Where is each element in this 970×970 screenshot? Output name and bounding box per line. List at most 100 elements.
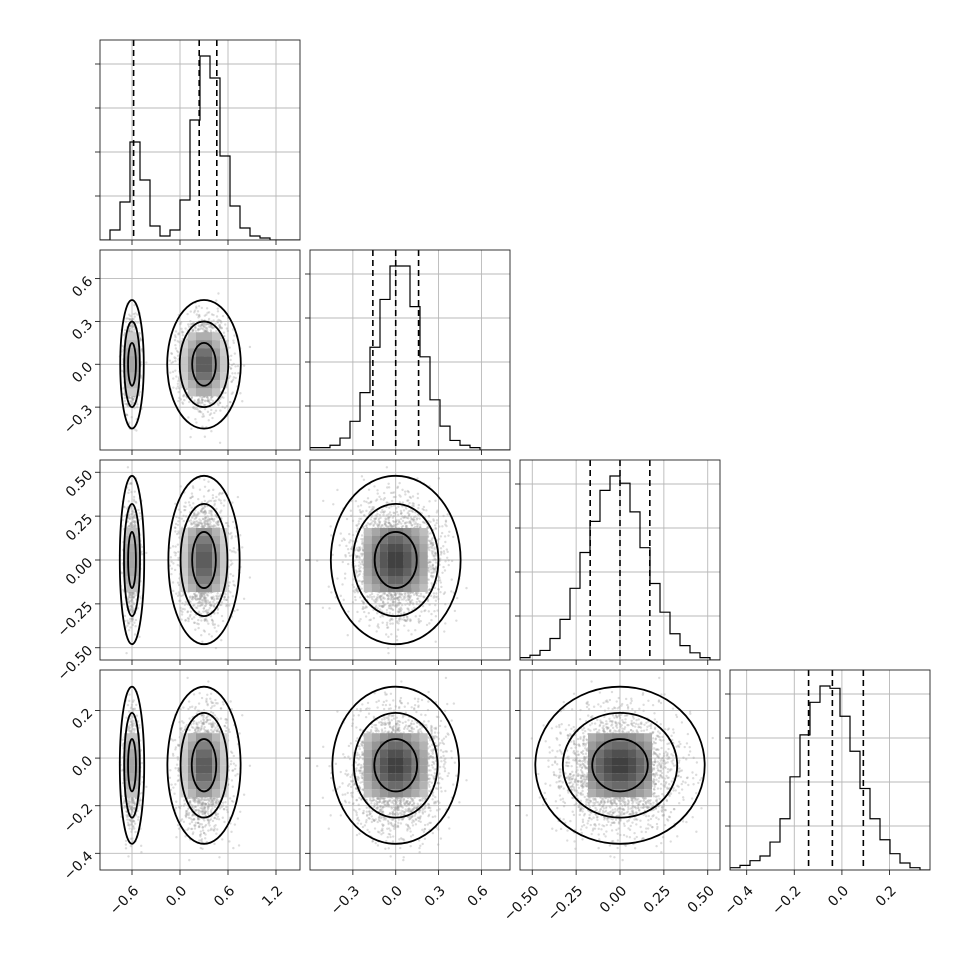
sample-point — [197, 324, 200, 327]
sample-point — [200, 604, 204, 607]
sample-point — [219, 593, 222, 596]
sample-point — [188, 596, 192, 599]
sample-point — [234, 551, 237, 554]
sample-point — [217, 292, 220, 295]
sample-point — [210, 499, 213, 502]
density-cell — [124, 332, 132, 341]
sample-point — [208, 519, 211, 522]
sample-point — [200, 510, 203, 514]
sample-point — [208, 402, 212, 405]
sample-point — [190, 516, 194, 519]
sample-point — [201, 399, 204, 402]
sample-point — [231, 574, 235, 578]
sample-point — [130, 482, 133, 485]
sample-point — [189, 320, 192, 323]
sample-point — [190, 523, 194, 526]
sample-point — [205, 601, 208, 604]
sample-point — [132, 515, 136, 518]
sample-point — [198, 410, 202, 413]
sample-point — [206, 525, 209, 529]
sample-point — [120, 571, 123, 574]
sample-point — [210, 596, 214, 599]
sample-point — [130, 397, 134, 400]
sample-point — [204, 597, 207, 601]
sample-point — [205, 307, 209, 310]
sample-point — [128, 513, 131, 517]
sample-point — [204, 510, 207, 513]
sample-point — [171, 370, 175, 374]
sample-point — [198, 597, 202, 601]
sample-point — [175, 592, 178, 595]
sample-point — [197, 398, 200, 402]
sample-point — [179, 609, 183, 612]
sample-point — [206, 326, 209, 330]
sample-point — [197, 524, 200, 527]
sample-point — [213, 517, 216, 521]
sample-point — [223, 406, 227, 410]
sample-point — [203, 322, 206, 326]
sample-point — [198, 521, 201, 524]
sample-point — [132, 608, 135, 611]
sample-point — [194, 594, 197, 598]
sample-point — [209, 520, 212, 524]
sample-point — [128, 317, 131, 321]
sample-point — [139, 338, 143, 341]
sample-point — [217, 493, 221, 496]
sample-point — [216, 310, 220, 313]
sample-point — [204, 329, 208, 333]
sample-point — [133, 407, 136, 410]
sample-point — [232, 547, 236, 550]
sample-point — [212, 595, 215, 598]
sample-point — [130, 599, 133, 602]
sample-point — [188, 504, 192, 507]
sample-point — [125, 402, 128, 406]
sample-point — [192, 621, 196, 624]
sample-point — [191, 329, 195, 333]
sample-point — [205, 313, 208, 316]
sample-point — [220, 327, 224, 330]
sample-point — [131, 601, 135, 604]
sample-point — [207, 522, 210, 525]
sample-point — [204, 519, 208, 523]
sample-point — [207, 608, 210, 612]
sample-point — [200, 318, 204, 322]
sample-point — [180, 618, 183, 621]
sample-point — [224, 521, 228, 525]
sample-point — [201, 507, 204, 510]
sample-point — [216, 321, 220, 324]
sample-point — [200, 593, 203, 597]
sample-point — [196, 521, 200, 525]
sample-point — [129, 324, 132, 328]
sample-point — [185, 338, 189, 341]
sample-point — [131, 397, 135, 401]
sample-point — [198, 597, 202, 601]
sample-point — [219, 409, 222, 412]
sample-point — [202, 495, 206, 498]
sample-point — [211, 525, 215, 528]
sample-point — [203, 505, 207, 509]
sample-point — [123, 396, 126, 400]
contour-line — [127, 341, 137, 387]
sample-point — [202, 403, 206, 407]
density-cell — [132, 332, 140, 341]
sample-point — [174, 330, 178, 333]
sample-point — [230, 531, 233, 535]
sample-point — [195, 305, 198, 308]
sample-point — [206, 311, 209, 314]
sample-point — [189, 496, 192, 500]
density-cell — [188, 380, 196, 389]
sample-point — [207, 611, 210, 614]
sample-point — [206, 620, 209, 623]
sample-point — [220, 395, 224, 399]
sample-point — [220, 337, 223, 340]
sample-point — [203, 520, 207, 523]
sample-point — [187, 416, 190, 419]
sample-point — [207, 317, 211, 321]
sample-point — [213, 626, 216, 629]
sample-point — [203, 435, 207, 438]
sample-point — [210, 517, 213, 520]
sample-point — [193, 621, 197, 624]
sample-point — [221, 619, 225, 623]
sample-point — [186, 610, 190, 613]
sample-point — [211, 327, 215, 330]
